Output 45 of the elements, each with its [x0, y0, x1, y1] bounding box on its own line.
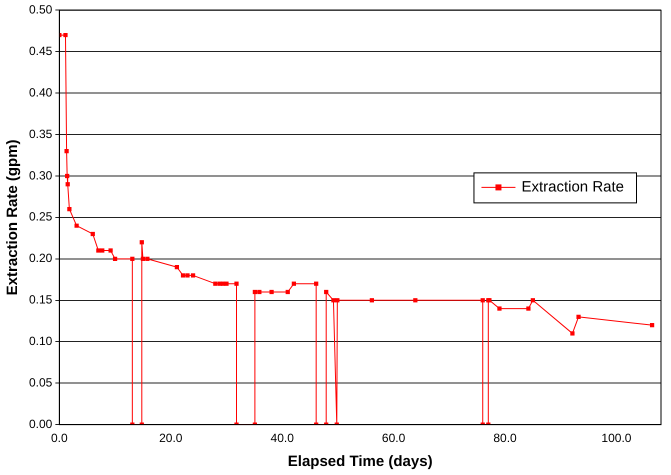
x-tick-label: 80.0 [493, 431, 518, 446]
point [90, 232, 95, 236]
point [140, 256, 146, 261]
x-tick-label: 60.0 [382, 431, 406, 446]
point [112, 256, 118, 261]
point [292, 282, 296, 286]
point [480, 298, 485, 302]
point [286, 290, 290, 294]
point [100, 248, 104, 253]
y-tick-label: 0.35 [28, 126, 53, 141]
y-tick-label: 0.05 [28, 375, 53, 390]
point [145, 256, 150, 261]
y-tick-label: 0.10 [28, 334, 53, 348]
y-axis-title: Extraction Rate (gpm) [4, 139, 22, 296]
point [213, 282, 218, 286]
point [370, 298, 374, 302]
y-tick-label: 0.15 [28, 292, 53, 307]
point [234, 282, 239, 286]
y-tick-label: 0.00 [28, 416, 53, 431]
point [140, 240, 144, 244]
x-axis-title: Elapsed Time (days) [288, 453, 433, 470]
x-tick-label: 20.0 [159, 431, 183, 446]
y-tick-label: 0.30 [28, 168, 53, 182]
point [74, 224, 79, 228]
point [257, 290, 262, 294]
y-tick-label: 0.45 [28, 44, 53, 58]
y-tick-label: 0.40 [28, 85, 53, 100]
point [130, 256, 134, 261]
x-tick-label: 40.0 [270, 431, 294, 446]
y-tick-label: 0.25 [28, 210, 53, 224]
point [65, 174, 70, 178]
y-tick-label: 0.20 [28, 251, 53, 266]
point [576, 314, 581, 319]
point [324, 290, 328, 294]
x-tick-label: 100.0 [601, 431, 632, 446]
point [224, 282, 229, 286]
point [530, 298, 535, 302]
point [335, 298, 340, 302]
legend-label: Extraction Rate [521, 178, 624, 196]
point [413, 298, 418, 302]
point [66, 182, 70, 186]
y-tick-label: 0.50 [28, 2, 53, 17]
point [650, 323, 654, 328]
x-tick-label: 0.0 [51, 431, 68, 446]
point [314, 282, 318, 286]
